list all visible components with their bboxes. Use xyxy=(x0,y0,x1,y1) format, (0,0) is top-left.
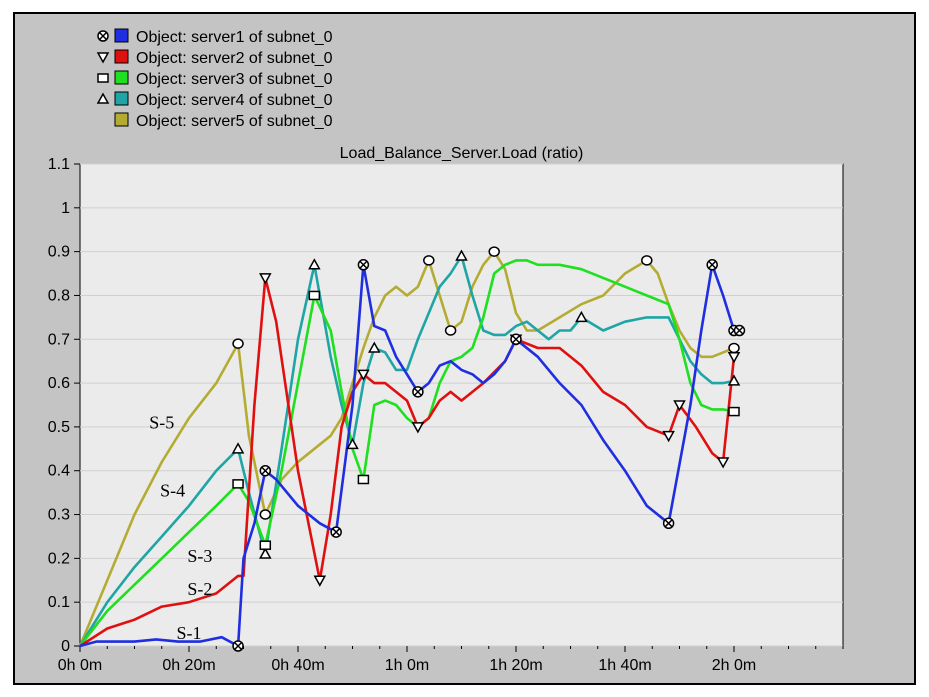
series-marker xyxy=(423,255,435,266)
series-marker xyxy=(97,30,109,42)
legend-swatch xyxy=(114,28,129,43)
x-tick-label: 1h 40m xyxy=(598,657,651,674)
y-tick-label: 0 xyxy=(61,638,70,655)
series-marker xyxy=(510,333,522,346)
series-marker xyxy=(733,324,746,337)
plot-area xyxy=(79,163,844,647)
x-tick-label: 0h 40m xyxy=(271,657,324,674)
y-tick-label: 0.5 xyxy=(48,419,70,436)
series-marker xyxy=(259,540,272,550)
y-tick-label: 0.7 xyxy=(48,331,70,348)
series-marker xyxy=(368,341,381,353)
x-tick-label: 0h 0m xyxy=(58,657,102,674)
y-tick-label: 0.8 xyxy=(48,287,70,304)
series-marker xyxy=(662,430,675,443)
legend-label: Object: server3 of subnet_0 xyxy=(136,71,333,88)
series-marker xyxy=(259,273,272,285)
series-marker xyxy=(411,422,425,434)
chart-window: Object: server1 of subnet_0 Object: serve… xyxy=(13,12,916,685)
legend-item: Object: server4 of subnet_0 xyxy=(96,91,333,109)
series-annotation: S-2 xyxy=(187,579,212,599)
y-tick-label: 0.1 xyxy=(48,594,70,611)
series-marker xyxy=(96,52,110,64)
series-marker xyxy=(259,547,272,559)
series-marker xyxy=(357,259,370,271)
x-tick-label: 1h 0m xyxy=(385,657,429,674)
legend-label: Object: server5 of subnet_0 xyxy=(136,113,333,130)
y-tick-label: 1 xyxy=(61,200,70,217)
legend-item: Object: server2 of subnet_0 xyxy=(96,49,333,67)
x-axis: 0h 0m 0h 20m 0h 40m 1h 0m 1h 20m 1h 40m 2h 0m xyxy=(58,646,844,674)
legend-label: Object: server2 of subnet_0 xyxy=(136,50,333,67)
series-marker xyxy=(308,258,321,270)
legend-swatch xyxy=(114,70,129,85)
legend-swatch xyxy=(114,49,129,64)
series-marker xyxy=(357,474,370,485)
series-marker xyxy=(727,374,741,386)
annotations: S-5 S-4 S-3 S-2 S-1 xyxy=(149,413,212,643)
series-marker xyxy=(727,352,741,364)
y-axis: 0 0.1 0.2 0.3 0.4 0.5 0.6 0.7 0.8 0.9 1 1.1 xyxy=(48,156,80,655)
series-marker xyxy=(444,325,457,336)
series-marker xyxy=(346,437,359,450)
series-marker xyxy=(575,310,588,323)
series-marker xyxy=(97,73,109,83)
legend: Object: server1 of subnet_0 Object: serve… xyxy=(96,28,333,130)
series-marker xyxy=(308,290,321,301)
series-marker xyxy=(330,526,342,538)
series-marker xyxy=(232,479,244,489)
legend-item: Object: server3 of subnet_0 xyxy=(97,70,333,88)
series-marker xyxy=(728,342,740,354)
legend-item: Object: server5 of subnet_0 xyxy=(114,112,333,130)
series-marker xyxy=(259,464,272,477)
series-annotation: S-3 xyxy=(187,546,212,566)
legend-label: Object: server4 of subnet_0 xyxy=(136,92,333,109)
series-lines xyxy=(78,246,746,652)
series-line-5 xyxy=(78,250,735,647)
chart-canvas: Object: server1 of subnet_0 Object: serve… xyxy=(48,28,844,674)
chart-title: Load_Balance_Server.Load (ratio) xyxy=(340,145,584,162)
legend-label: Object: server1 of subnet_0 xyxy=(136,29,333,46)
series-marker xyxy=(232,338,244,349)
series-marker xyxy=(357,369,370,381)
series-marker xyxy=(728,406,740,417)
y-tick-label: 1.1 xyxy=(48,156,70,173)
series-marker xyxy=(231,442,245,454)
series-marker xyxy=(673,400,686,412)
series-marker xyxy=(706,259,718,271)
y-tick-label: 0.2 xyxy=(48,550,70,567)
legend-swatch xyxy=(114,91,129,106)
series-marker xyxy=(412,386,424,398)
legend-item: Object: server1 of subnet_0 xyxy=(97,28,333,46)
y-tick-label: 0.6 xyxy=(48,375,70,392)
series-annotation: S-5 xyxy=(149,413,174,433)
series-marker xyxy=(259,509,272,520)
x-tick-label: 2h 0m xyxy=(712,657,756,674)
legend-swatch xyxy=(114,112,129,127)
series-marker xyxy=(96,92,110,104)
y-tick-label: 0.9 xyxy=(48,244,70,261)
series-line-3 xyxy=(78,259,735,647)
series-annotation: S-1 xyxy=(176,623,201,643)
y-tick-label: 0.3 xyxy=(48,507,70,524)
series-marker xyxy=(716,457,730,469)
series-marker xyxy=(488,246,500,257)
series-marker xyxy=(313,575,327,587)
series-marker xyxy=(455,249,468,261)
x-tick-label: 0h 20m xyxy=(162,657,215,674)
series-marker xyxy=(641,255,653,266)
series-marker xyxy=(662,517,675,530)
series-marker xyxy=(232,640,244,652)
series-annotation: S-4 xyxy=(160,480,185,500)
y-tick-label: 0.4 xyxy=(48,463,70,480)
x-tick-label: 1h 20m xyxy=(489,657,542,674)
